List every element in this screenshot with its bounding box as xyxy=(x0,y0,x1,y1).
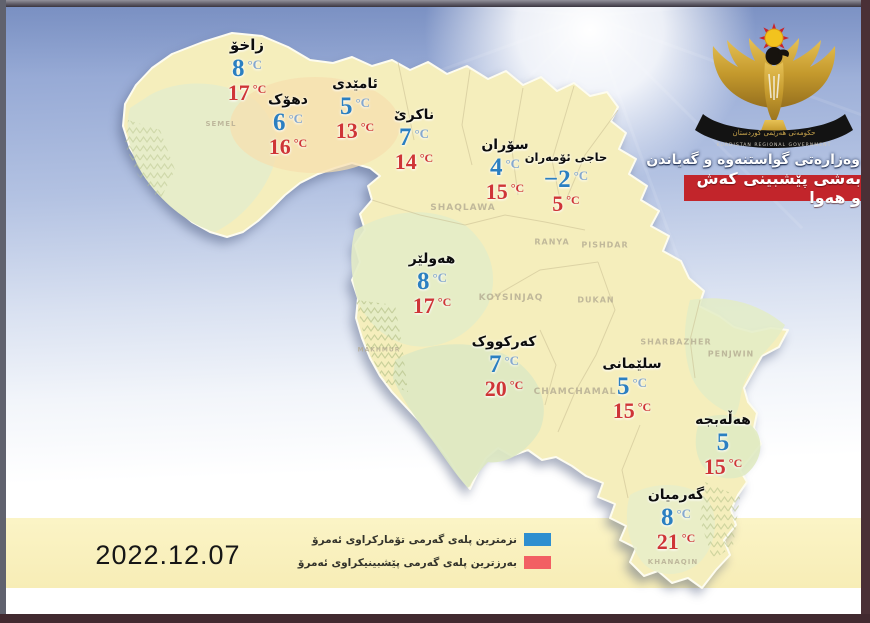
department-banner-text: بەشی پێشبینی کەش و هەوا xyxy=(696,169,861,207)
frame-top xyxy=(0,0,870,7)
city-name: ئامێدی xyxy=(332,76,378,92)
city-name: هەولێر xyxy=(408,251,456,267)
low-temp: −2 °C xyxy=(543,165,589,193)
high-temp: 15 °C xyxy=(612,398,652,423)
frame-right xyxy=(861,0,870,623)
legend-low-swatch xyxy=(524,533,551,546)
ribbon-text-en: KURDISTAN REGIONAL GOVERNMENT xyxy=(717,142,832,148)
low-temp: 7 °C xyxy=(488,351,520,378)
high-temp: 5 °C xyxy=(552,190,580,216)
city-amedi: ئامێدی 5 °C 13 °C xyxy=(332,77,378,142)
high-temp: 17 °C xyxy=(412,293,452,318)
legend-high-swatch xyxy=(524,556,551,569)
city-garmian: گەرمیان 8 °C 21 °C xyxy=(648,488,704,553)
low-temp: 6 °C xyxy=(272,109,304,136)
low-temp: 5 xyxy=(716,429,730,456)
district-label: SHAQLAWA xyxy=(430,203,496,213)
city-duhok: دهۆک 6 °C 16 °C xyxy=(268,93,308,158)
district-label: SHARBAZHER xyxy=(640,337,712,347)
district-label: KOYSINJAQ xyxy=(478,293,544,303)
high-temp: 14 °C xyxy=(394,149,434,174)
frame-bottom xyxy=(0,614,870,623)
high-temp: 13 °C xyxy=(335,118,375,143)
legend-high-label: بەرزترین پلەی گەرمی پێشبینیکراوی ئەمرۆ xyxy=(297,556,517,569)
city-soran: سۆران 4 °C 15 °C xyxy=(481,138,528,203)
city-akre: ناکرێ 7 °C 14 °C xyxy=(394,108,434,173)
district-label: MAKHMUR xyxy=(357,346,401,354)
low-temp: 4 °C xyxy=(489,154,521,181)
city-kirkuk: کەرکووک 7 °C 20 °C xyxy=(472,335,537,400)
city-haji-omaran: حاجی ئۆمەران −2 °C 5 °C xyxy=(524,150,608,216)
city-zakho: زاخۆ 8 °C 17 °C xyxy=(228,38,266,104)
city-name: هەڵەبجە xyxy=(695,412,751,428)
department-banner: بەشی پێشبینی کەش و هەوا xyxy=(684,169,861,207)
city-sulaymani: سلێمانی 5 °C 15 °C xyxy=(602,357,661,422)
frame-left xyxy=(0,0,6,623)
district-label: PISHDAR xyxy=(581,240,629,250)
ribbon-text: حکومەتی هەرێمی کوردستان xyxy=(733,129,816,137)
low-temp: 5 °C xyxy=(616,373,648,400)
city-name: سۆران xyxy=(481,137,529,153)
district-label: DUKAN xyxy=(577,295,615,305)
low-temp: 8 °C xyxy=(660,504,692,531)
ministry-title: وەزارەتی گواستنەوە و گەیاندن xyxy=(646,152,860,168)
legend: نزمترین پلەی گەرمی تۆمارکراوی ئەمرۆ بەرز… xyxy=(298,532,551,570)
legend-row-low: نزمترین پلەی گەرمی تۆمارکراوی ئەمرۆ xyxy=(312,532,551,547)
date: 2022.12.07 xyxy=(95,540,241,570)
high-temp: 15 °C xyxy=(703,454,743,479)
city-name: سلێمانی xyxy=(602,356,662,372)
district-label: PENJWIN xyxy=(707,349,755,359)
district-label: RANYA xyxy=(534,237,570,247)
district-label: KHANAQIN xyxy=(647,558,699,566)
city-hawler: هەولێر 8 °C 17 °C xyxy=(409,252,456,317)
high-temp: 15 °C xyxy=(485,179,525,204)
high-temp: 17 °C xyxy=(227,80,267,105)
low-temp: 8 °C xyxy=(416,268,448,295)
legend-low-label: نزمترین پلەی گەرمی تۆمارکراوی ئەمرۆ xyxy=(312,533,517,546)
city-name: زاخۆ xyxy=(230,36,264,54)
high-temp: 21 °C xyxy=(656,529,696,554)
city-name: گەرمیان xyxy=(647,487,705,503)
low-temp: 7 °C xyxy=(398,124,430,151)
high-temp: 20 °C xyxy=(484,376,524,401)
high-temp: 16 °C xyxy=(268,134,308,159)
district-label: SEMEL xyxy=(205,120,237,128)
krg-emblem: حکومەتی هەرێمی کوردستان KURDISTAN REGION… xyxy=(695,23,853,148)
low-temp: 8 °C xyxy=(231,55,263,82)
city-name: دهۆک xyxy=(267,92,309,108)
low-temp: 5 °C xyxy=(339,93,371,120)
city-name: ناکرێ xyxy=(393,107,435,123)
city-halabja: هەڵەبجە 5 15 °C xyxy=(695,413,751,478)
city-name: حاجی ئۆمەران xyxy=(524,150,608,164)
city-name: کەرکووک xyxy=(471,334,537,350)
legend-row-high: بەرزترین پلەی گەرمی پێشبینیکراوی ئەمرۆ xyxy=(298,555,551,570)
